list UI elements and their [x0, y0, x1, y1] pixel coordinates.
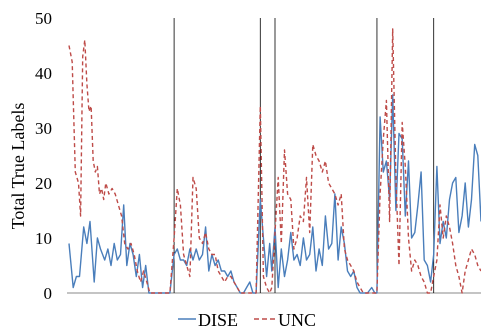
y-axis-title: Total True Labels — [8, 103, 28, 230]
plot-area — [67, 18, 481, 294]
y-tick-label: 10 — [35, 229, 52, 248]
legend: DISE UNC — [178, 310, 316, 329]
series-layer — [68, 28, 481, 294]
y-tick-label: 30 — [35, 119, 52, 138]
y-tick-label: 50 — [35, 9, 52, 28]
separator-lines — [173, 18, 435, 293]
y-tick-label: 20 — [35, 174, 52, 193]
series-line-unc — [68, 28, 481, 294]
legend-label-dise: DISE — [198, 310, 238, 329]
series-line-dise — [68, 94, 481, 294]
y-axis-ticks: 0 10 20 30 40 50 — [35, 9, 52, 303]
legend-label-unc: UNC — [278, 310, 316, 329]
y-tick-label: 40 — [35, 64, 52, 83]
y-tick-label: 0 — [44, 284, 53, 303]
